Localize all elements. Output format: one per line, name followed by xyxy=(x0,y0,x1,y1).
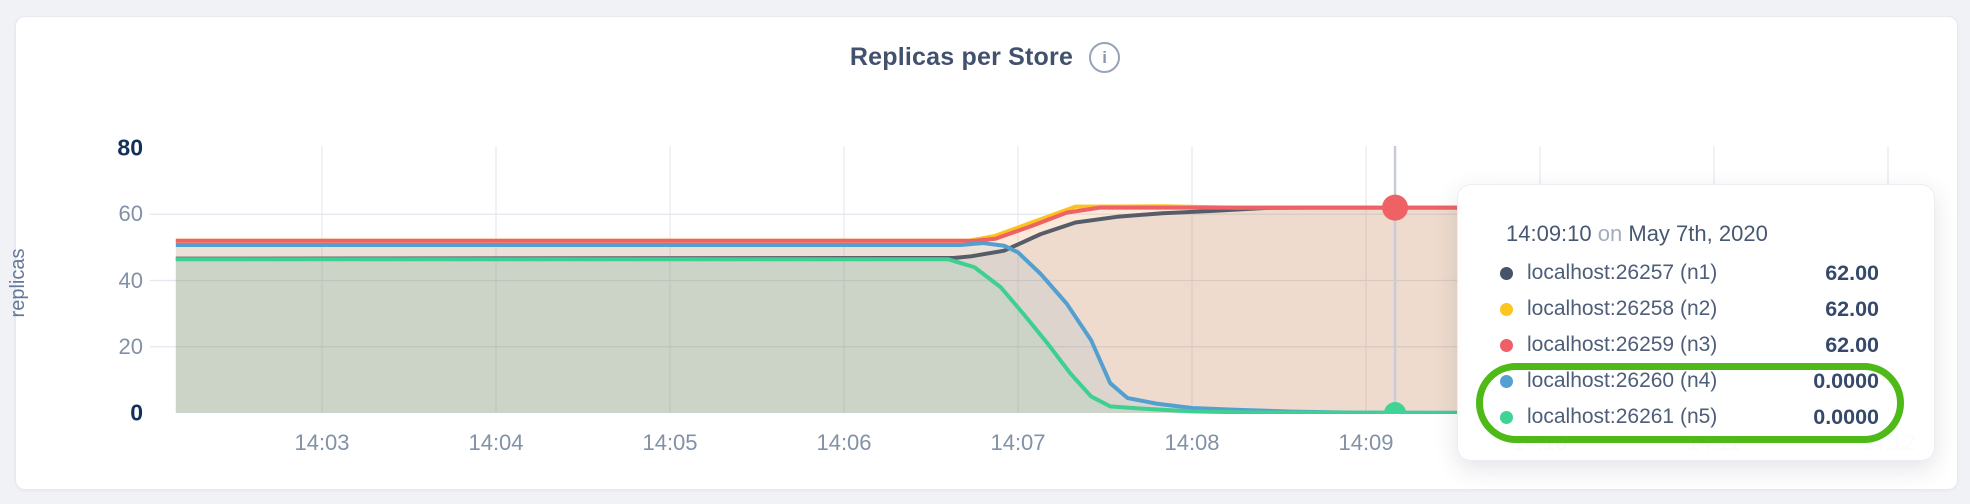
tooltip-legend-rows: localhost:26257 (n1) 62.00 localhost:26258… xyxy=(1500,255,1879,435)
tooltip-series-value: 62.00 xyxy=(1825,332,1879,357)
series-line[interactable] xyxy=(175,205,1462,243)
x-tick-14:08: 14:08 xyxy=(1164,430,1220,455)
tooltip-series-label: localhost:26261 (n5) xyxy=(1527,405,1718,428)
series-line[interactable] xyxy=(175,257,1462,414)
hover-marker xyxy=(1384,402,1407,414)
tooltip-time: 14:09:10 xyxy=(1506,221,1592,246)
y-tick-80: 80 xyxy=(117,134,143,161)
tooltip-series-value: 62.00 xyxy=(1825,296,1879,321)
x-tick-14:05: 14:05 xyxy=(642,430,698,455)
tooltip-series-label: localhost:26259 (n3) xyxy=(1527,333,1718,356)
hover-tooltip: 14:09:10 on May 7th, 2020 localhost:2625… xyxy=(1457,184,1935,461)
area-fill xyxy=(175,243,1462,413)
y-tick-0: 0 xyxy=(130,399,143,426)
chart-header: Replicas per Store i xyxy=(0,42,1970,73)
legend-dot-icon xyxy=(1500,338,1513,352)
tooltip-timestamp: 14:09:10 on May 7th, 2020 xyxy=(1506,221,1768,246)
x-tick-14:04: 14:04 xyxy=(468,430,524,455)
y-tick-40: 40 xyxy=(118,267,143,293)
tooltip-series-value: 62.00 xyxy=(1825,260,1879,285)
tooltip-row: localhost:26257 (n1) 62.00 xyxy=(1500,255,1879,291)
hover-marker xyxy=(1382,194,1409,221)
green-highlight-annotation xyxy=(1476,363,1904,443)
x-tick-14:09: 14:09 xyxy=(1338,430,1394,455)
tooltip-series-label: localhost:26257 (n1) xyxy=(1527,261,1718,284)
legend-dot-icon xyxy=(1500,266,1513,280)
tooltip-series-label: localhost:26258 (n2) xyxy=(1527,297,1718,320)
info-icon[interactable]: i xyxy=(1089,42,1121,73)
area-fill xyxy=(175,259,1462,413)
tooltip-row: localhost:26259 (n3) 62.00 xyxy=(1500,327,1879,363)
x-tick-14:03: 14:03 xyxy=(294,430,350,455)
legend-dot-icon xyxy=(1500,302,1513,316)
chart-title: Replicas per Store xyxy=(849,43,1074,71)
x-tick-14:07: 14:07 xyxy=(990,430,1046,455)
x-tick-14:06: 14:06 xyxy=(816,430,872,455)
y-tick-60: 60 xyxy=(118,201,143,227)
tooltip-series-label: localhost:26260 (n4) xyxy=(1527,369,1718,392)
y-tick-20: 20 xyxy=(118,333,143,359)
tooltip-row: localhost:26258 (n2) 62.00 xyxy=(1500,291,1879,327)
